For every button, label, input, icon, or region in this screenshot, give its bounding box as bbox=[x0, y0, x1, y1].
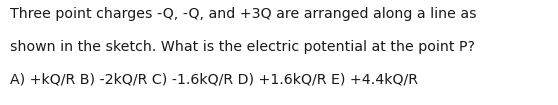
Text: shown in the sketch. What is the electric potential at the point P?: shown in the sketch. What is the electri… bbox=[10, 40, 475, 54]
Text: Three point charges -Q, -Q, and +3Q are arranged along a line as: Three point charges -Q, -Q, and +3Q are … bbox=[10, 7, 477, 21]
Text: A) +kQ/R B) -2kQ/R C) -1.6kQ/R D) +1.6kQ/R E) +4.4kQ/R: A) +kQ/R B) -2kQ/R C) -1.6kQ/R D) +1.6kQ… bbox=[10, 72, 418, 86]
